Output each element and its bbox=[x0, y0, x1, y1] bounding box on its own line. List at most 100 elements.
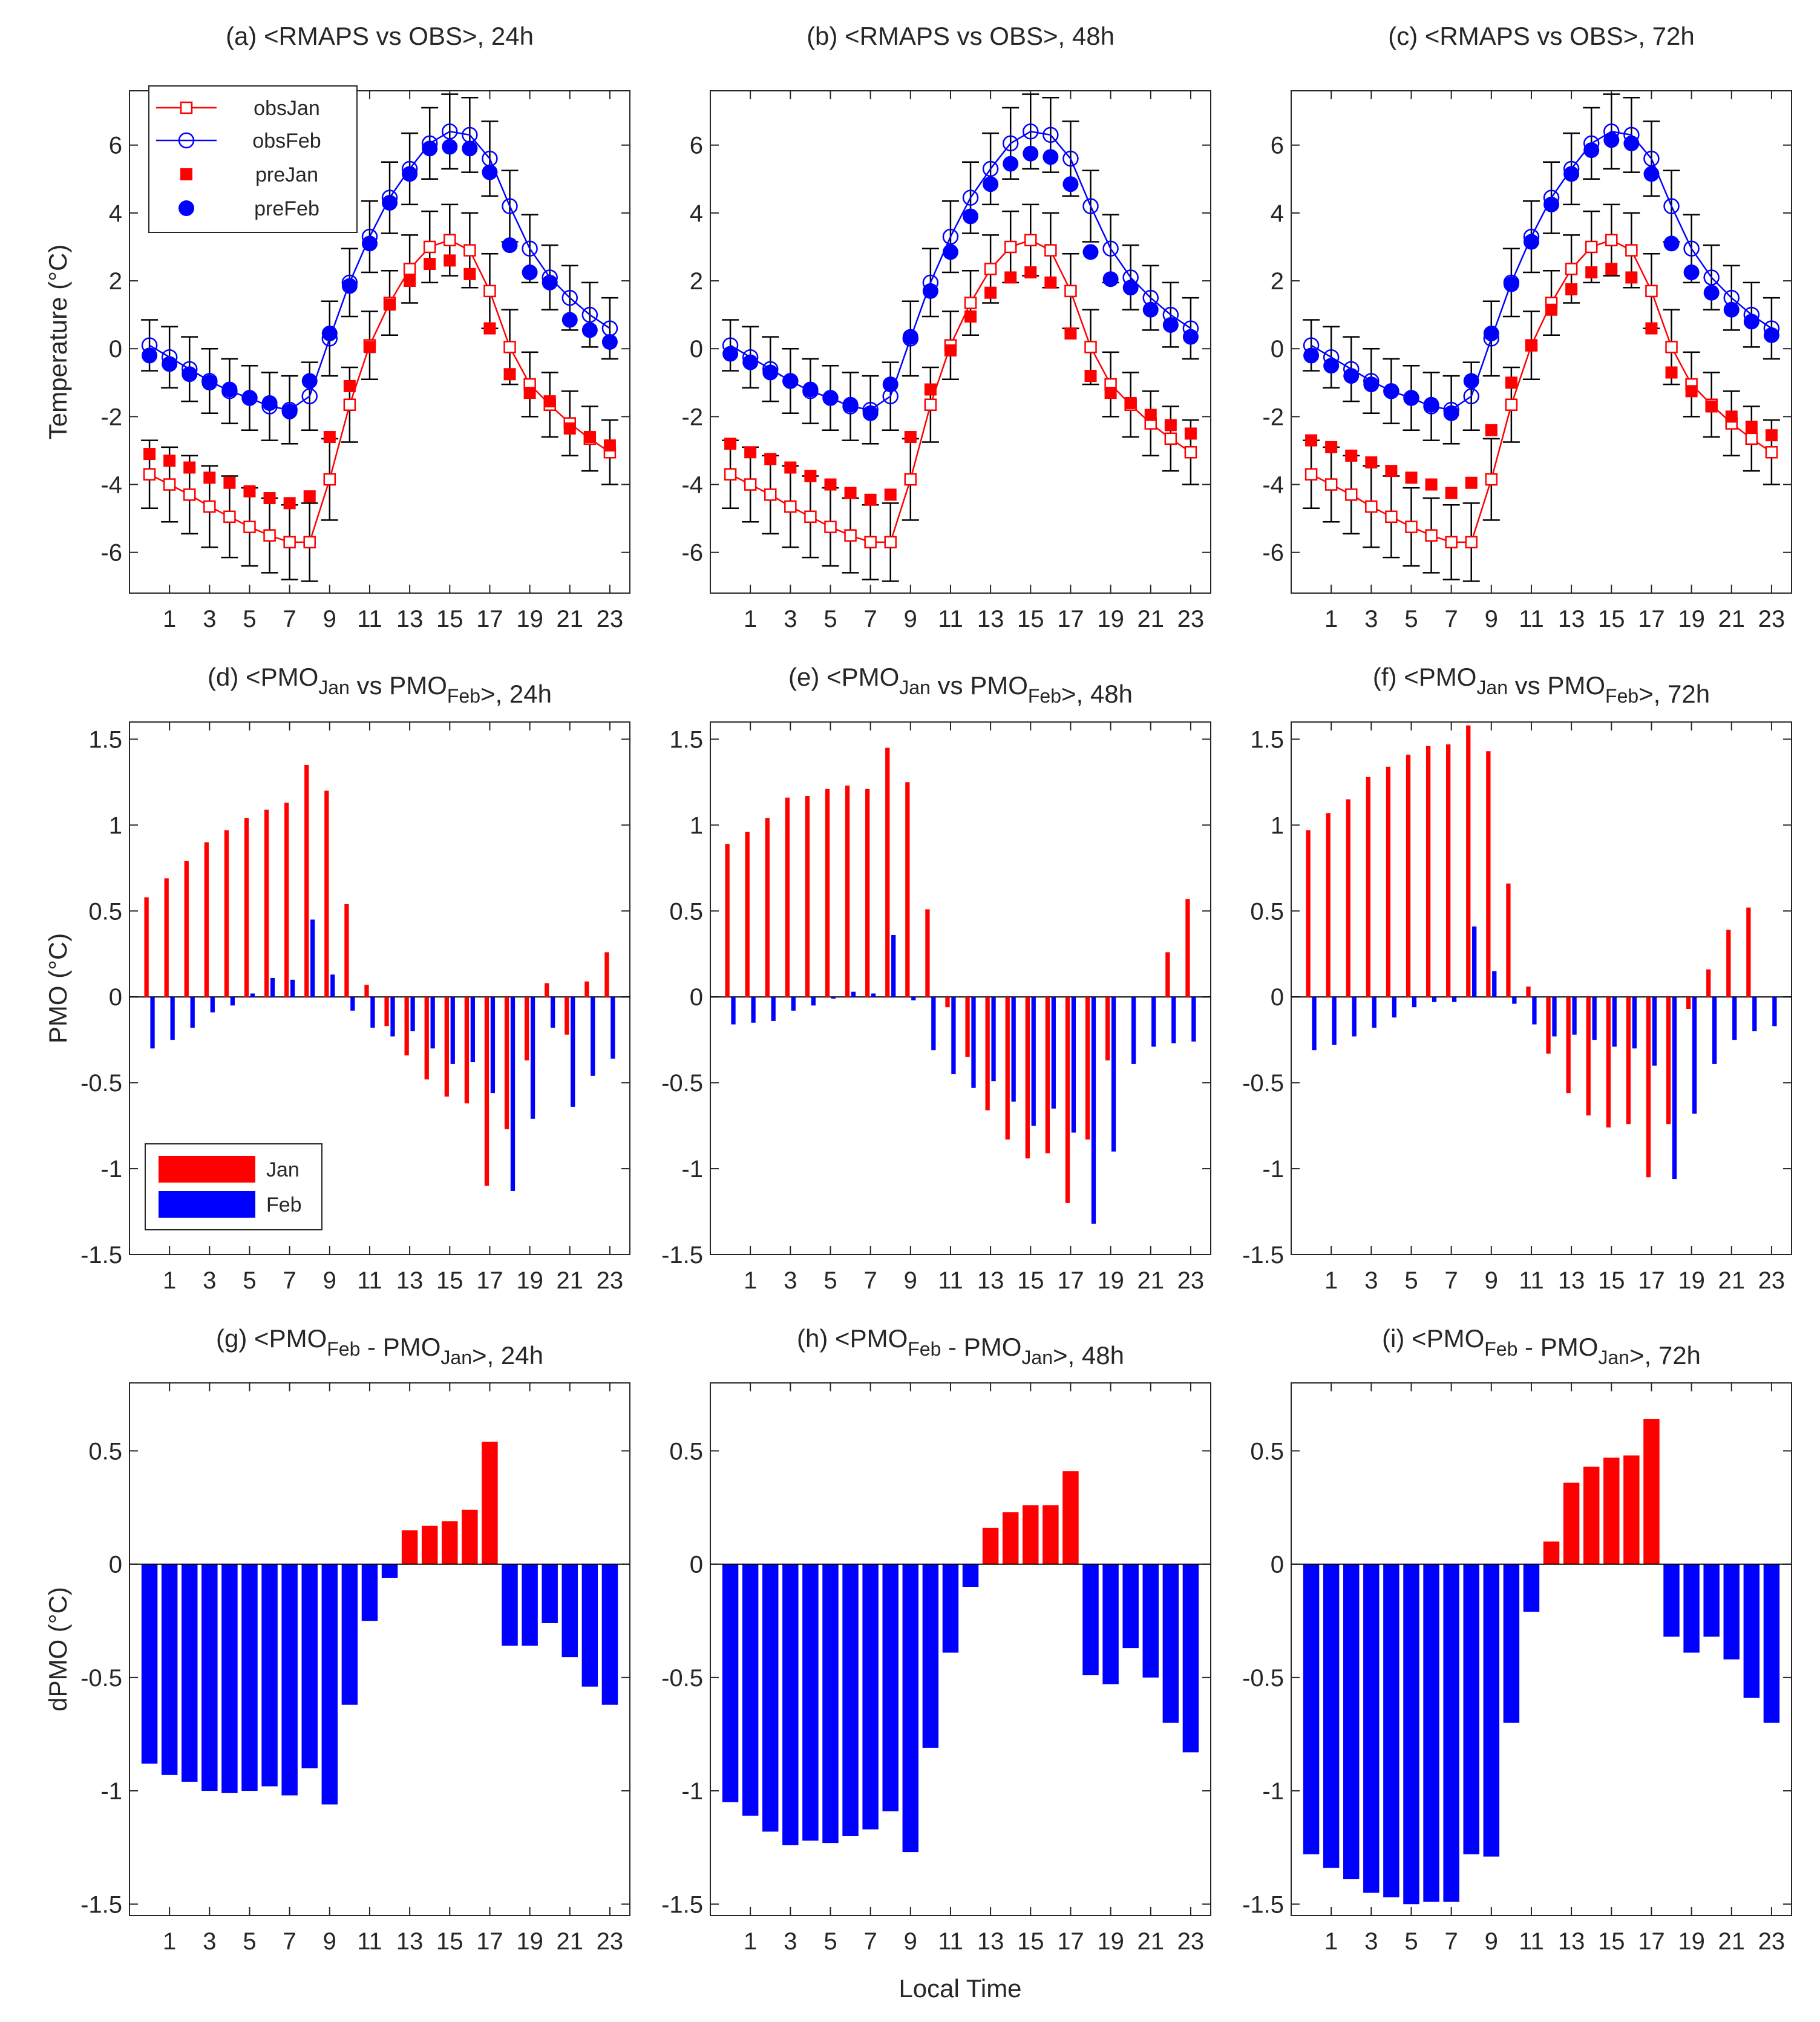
obs-jan-point bbox=[1365, 500, 1378, 513]
feb-bar bbox=[350, 997, 355, 1011]
dpmo-bar bbox=[1543, 1541, 1560, 1564]
pre-feb-point bbox=[1543, 196, 1560, 212]
pre-jan-point bbox=[243, 485, 256, 497]
panel-g: 1 3 5 7 9 11 13 15 17 19 21 23-1.5-1-0.500.5(g) <PM… bbox=[44, 1324, 630, 1955]
jan-bar bbox=[224, 830, 229, 997]
plot-frame bbox=[710, 721, 1211, 1255]
obs-feb-point bbox=[982, 160, 999, 177]
x-tick-label: 21 bbox=[1718, 1267, 1746, 1294]
obs-jan-point bbox=[1485, 473, 1498, 486]
x-tick-label: 21 bbox=[1138, 1928, 1165, 1955]
y-tick-label: 0 bbox=[690, 984, 703, 1011]
jan-bar bbox=[725, 844, 730, 997]
x-tick-label: 23 bbox=[597, 1928, 624, 1955]
obs-feb-point bbox=[1082, 198, 1099, 214]
pre-feb-point bbox=[1763, 327, 1779, 343]
pre-jan-point bbox=[424, 258, 436, 271]
obs-jan-point bbox=[1505, 398, 1518, 411]
jan-bar bbox=[1326, 813, 1331, 997]
obs-jan-point bbox=[1585, 240, 1598, 254]
title-part: vs bbox=[350, 671, 389, 700]
jan-bar bbox=[885, 747, 890, 997]
pre-feb-point bbox=[1162, 317, 1179, 333]
pre-feb-point bbox=[1663, 235, 1680, 252]
y-tick-label: 1 bbox=[690, 812, 703, 839]
feb-bar bbox=[150, 997, 155, 1049]
x-tick-label: 15 bbox=[1017, 1928, 1044, 1955]
dpmo-bar bbox=[1162, 1564, 1179, 1723]
dpmo-bar bbox=[1343, 1564, 1360, 1880]
pre-feb-point bbox=[182, 366, 198, 382]
jan-bar bbox=[805, 796, 810, 997]
x-tick-label: 11 bbox=[1519, 606, 1544, 632]
dpmo-bar bbox=[201, 1564, 218, 1791]
x-tick-label: 1 bbox=[163, 606, 176, 632]
obs-jan-point bbox=[1665, 341, 1678, 353]
title-part: PMO bbox=[1419, 663, 1477, 691]
x-tick-label: 15 bbox=[1598, 1928, 1625, 1955]
obs-jan-point bbox=[1565, 263, 1578, 275]
plot-frame bbox=[1291, 90, 1792, 594]
jan-bar bbox=[424, 997, 429, 1080]
pre-jan-point bbox=[1645, 322, 1658, 335]
x-tick-label: 9 bbox=[1485, 606, 1498, 632]
pre-jan-point bbox=[844, 487, 857, 499]
x-tick-label: 5 bbox=[1404, 606, 1418, 632]
x-tick-label: 11 bbox=[1519, 1928, 1544, 1955]
pre-jan-point bbox=[1164, 419, 1177, 432]
obs-jan-point bbox=[744, 478, 757, 491]
dpmo-bar bbox=[561, 1564, 578, 1658]
x-tick-label: 7 bbox=[283, 1928, 296, 1955]
dpmo-bar bbox=[1563, 1482, 1580, 1564]
y-tick-label: -2 bbox=[100, 404, 122, 430]
x-tick-label: 13 bbox=[1558, 606, 1585, 632]
feb-bar bbox=[1712, 997, 1717, 1064]
pre-jan-point bbox=[503, 368, 516, 381]
title-part: PMO bbox=[269, 1324, 327, 1353]
legend-label: preJan bbox=[255, 163, 318, 186]
jan-bar bbox=[845, 786, 850, 997]
legend-label: obsJan bbox=[254, 97, 320, 120]
pre-jan-point bbox=[1104, 387, 1117, 399]
y-tick-label: -1.5 bbox=[661, 1891, 703, 1918]
pre-jan-point bbox=[1004, 271, 1017, 284]
x-tick-label: 15 bbox=[1598, 1267, 1625, 1294]
pre-jan-point bbox=[1545, 303, 1558, 316]
jan-bar bbox=[825, 789, 830, 997]
pre-jan-point bbox=[1425, 478, 1438, 491]
title-part: PMO bbox=[850, 1324, 908, 1353]
jan-bar bbox=[1466, 725, 1471, 997]
x-tick-label: 19 bbox=[1678, 606, 1705, 632]
x-tick-label: 3 bbox=[1364, 1928, 1378, 1955]
legend: obsJan obsFeb preJan preFeb bbox=[148, 85, 358, 233]
obs-jan-point bbox=[1645, 284, 1658, 298]
legend-feb-swatch bbox=[159, 1191, 255, 1218]
feb-bar bbox=[1512, 997, 1517, 1004]
feb-bar bbox=[1732, 997, 1737, 1040]
jan-bar bbox=[1526, 986, 1531, 997]
x-tick-label: 1 bbox=[163, 1928, 176, 1955]
feb-bar bbox=[1572, 997, 1577, 1035]
x-tick-label: 7 bbox=[283, 1267, 296, 1294]
x-tick-label: 5 bbox=[243, 606, 256, 632]
dpmo-bar bbox=[1423, 1564, 1439, 1902]
feb-bar bbox=[1031, 997, 1036, 1126]
dpmo-bar bbox=[1383, 1564, 1399, 1898]
x-tick-label: 3 bbox=[203, 606, 216, 632]
jan-bar bbox=[524, 997, 529, 1061]
pre-feb-point bbox=[1723, 301, 1740, 318]
jan-bar bbox=[745, 832, 750, 997]
pre-jan-point bbox=[1144, 409, 1157, 421]
dpmo-bar bbox=[1643, 1419, 1660, 1564]
dpmo-bar bbox=[522, 1564, 538, 1646]
pre-jan-point bbox=[1685, 385, 1698, 398]
x-tick-label: 9 bbox=[1485, 1928, 1498, 1955]
feb-bar bbox=[1091, 997, 1096, 1224]
feb-bar bbox=[1592, 997, 1597, 1040]
y-tick-label: -1.5 bbox=[661, 1242, 703, 1269]
dpmo-bar bbox=[502, 1564, 518, 1646]
title-part: PMO bbox=[389, 671, 447, 700]
pre-feb-point bbox=[502, 237, 518, 254]
pre-jan-point bbox=[1385, 465, 1398, 478]
